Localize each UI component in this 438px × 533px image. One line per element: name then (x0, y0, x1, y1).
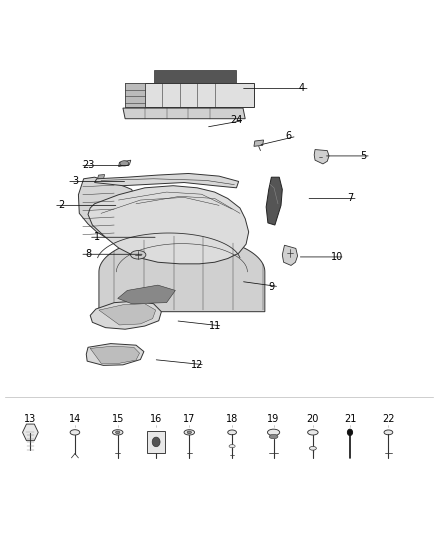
Text: 11: 11 (208, 321, 221, 331)
Polygon shape (86, 344, 144, 366)
Polygon shape (123, 108, 245, 119)
Polygon shape (266, 177, 283, 225)
Text: 19: 19 (268, 414, 280, 424)
Text: 2: 2 (59, 200, 65, 211)
Text: 12: 12 (191, 360, 203, 370)
Polygon shape (78, 177, 136, 237)
Polygon shape (125, 83, 145, 107)
Polygon shape (98, 174, 105, 179)
Text: 4: 4 (299, 83, 305, 93)
Polygon shape (90, 301, 161, 329)
Ellipse shape (347, 429, 353, 435)
Ellipse shape (268, 429, 280, 435)
Text: 24: 24 (230, 115, 243, 125)
Ellipse shape (228, 430, 237, 435)
Text: 13: 13 (24, 414, 36, 424)
Text: 9: 9 (268, 282, 275, 292)
Bar (148, 431, 165, 453)
Ellipse shape (113, 430, 123, 435)
Text: 17: 17 (183, 414, 195, 424)
Ellipse shape (309, 447, 316, 450)
Polygon shape (125, 83, 254, 107)
Text: 6: 6 (286, 131, 292, 141)
Text: 20: 20 (307, 414, 319, 424)
Polygon shape (254, 140, 264, 147)
Text: 22: 22 (382, 414, 395, 424)
Ellipse shape (187, 431, 191, 434)
Polygon shape (99, 236, 265, 312)
Ellipse shape (229, 445, 235, 448)
Polygon shape (88, 185, 249, 264)
Ellipse shape (384, 430, 393, 435)
Polygon shape (22, 424, 38, 441)
Polygon shape (99, 304, 155, 325)
Ellipse shape (120, 161, 129, 166)
Text: 7: 7 (347, 193, 353, 204)
Polygon shape (95, 173, 239, 188)
Text: 15: 15 (112, 414, 124, 424)
Text: 3: 3 (72, 176, 78, 187)
Polygon shape (314, 150, 329, 164)
Polygon shape (118, 285, 175, 304)
Polygon shape (283, 245, 297, 265)
Text: 23: 23 (82, 160, 94, 171)
Ellipse shape (116, 431, 120, 434)
Text: 16: 16 (150, 414, 162, 424)
Text: 21: 21 (344, 414, 356, 424)
Text: 5: 5 (360, 151, 366, 161)
Polygon shape (90, 346, 140, 364)
Text: 8: 8 (85, 249, 91, 259)
Ellipse shape (307, 430, 318, 435)
Ellipse shape (269, 434, 278, 439)
Text: 18: 18 (226, 414, 238, 424)
Ellipse shape (70, 430, 80, 435)
Text: 14: 14 (69, 414, 81, 424)
Ellipse shape (184, 430, 194, 435)
Text: 10: 10 (331, 252, 343, 262)
Ellipse shape (131, 251, 146, 259)
Polygon shape (153, 70, 237, 83)
Polygon shape (119, 160, 131, 166)
Ellipse shape (152, 437, 160, 447)
Text: 1: 1 (94, 232, 100, 243)
